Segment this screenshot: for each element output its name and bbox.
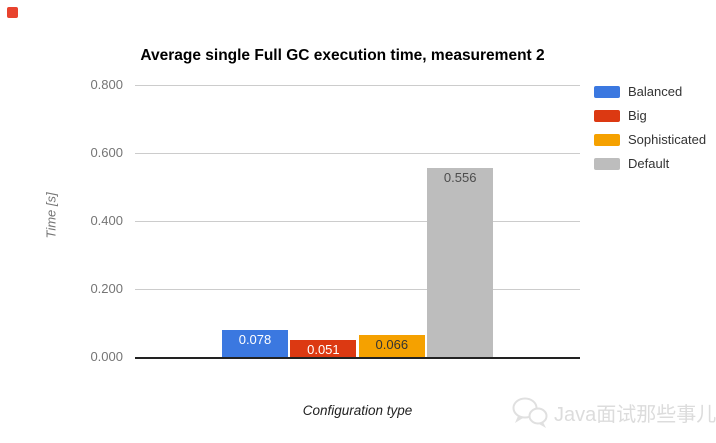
bar-default: 0.556	[427, 167, 494, 357]
bar-value-label: 0.078	[238, 332, 272, 348]
wechat-icon	[512, 397, 548, 428]
x-axis-title: Configuration type	[302, 403, 413, 418]
watermark: Java面试那些事儿	[511, 395, 716, 429]
watermark-text: Java面试那些事儿	[554, 403, 716, 426]
bar-value-label: 0.556	[443, 169, 477, 185]
legend-item-balanced: Balanced	[594, 84, 706, 99]
gridline	[135, 221, 580, 222]
legend-item-big: Big	[594, 108, 706, 123]
legend-swatch	[594, 157, 620, 170]
bar-sophisticated: 0.066	[358, 334, 425, 357]
legend-label: Sophisticated	[628, 132, 707, 147]
top-left-marker	[7, 7, 18, 18]
legend-swatch	[594, 85, 620, 98]
legend-label: Default	[628, 156, 670, 171]
y-tick-label: 0.600	[90, 145, 123, 160]
legend: Balanced Big Sophisticated Default	[594, 84, 706, 180]
legend-label: Balanced	[628, 84, 683, 99]
bar-value-label: 0.051	[307, 341, 340, 357]
gridline	[135, 153, 580, 154]
y-axis-title: Time [s]	[43, 192, 59, 239]
gridline	[135, 289, 580, 290]
chart-title: Average single Full GC execution time, m…	[140, 47, 545, 64]
legend-swatch	[594, 133, 620, 146]
legend-item-default: Default	[594, 156, 706, 171]
bar-big: 0.051	[290, 339, 357, 357]
y-tick-label: 0.000	[90, 349, 123, 364]
legend-label: Big	[628, 108, 647, 123]
y-tick-label: 0.200	[90, 281, 123, 296]
bar-value-label: 0.066	[375, 336, 409, 352]
plot-area: 0.078 0.051 0.066 0.556	[135, 85, 580, 359]
y-tick-label: 0.400	[90, 213, 123, 228]
y-tick-label: 0.800	[90, 77, 123, 92]
legend-item-sophisticated: Sophisticated	[594, 132, 706, 147]
legend-swatch	[594, 109, 620, 122]
gridline	[135, 85, 580, 86]
bar-balanced: 0.078	[222, 330, 288, 357]
